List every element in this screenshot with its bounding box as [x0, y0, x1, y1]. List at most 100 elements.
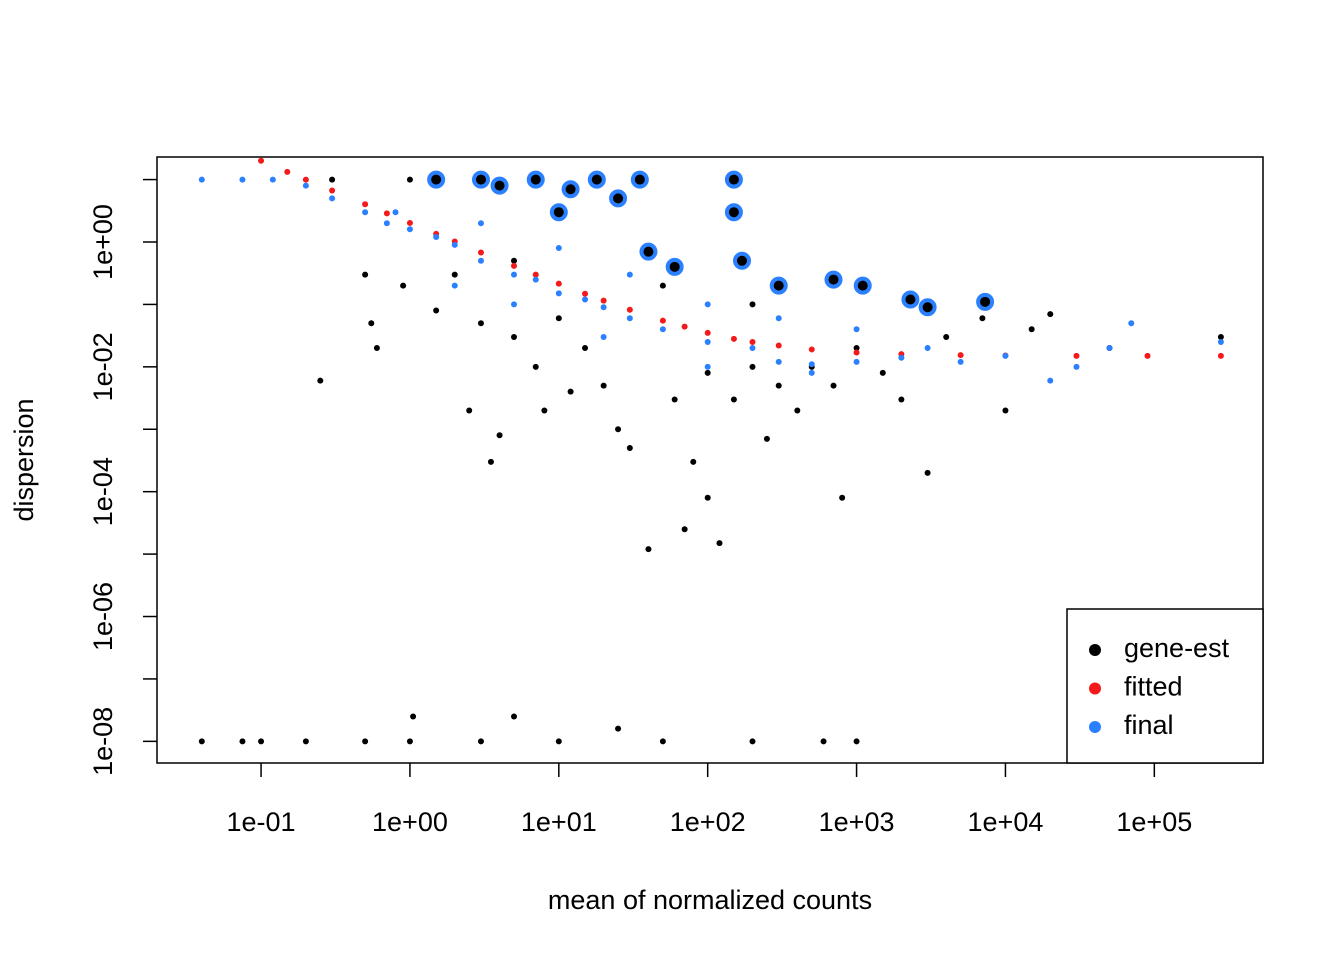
point [626, 445, 633, 452]
point [1047, 377, 1054, 384]
x-tick-label: 1e+02 [670, 807, 746, 837]
point [532, 276, 539, 283]
point [510, 271, 517, 278]
point [477, 220, 484, 227]
point [433, 307, 440, 314]
point [645, 546, 652, 553]
point [510, 301, 517, 308]
point [1047, 311, 1054, 318]
outlier-ring [918, 298, 937, 317]
point [839, 494, 846, 501]
outlier-ring [561, 180, 580, 199]
point [406, 226, 413, 233]
point [400, 282, 407, 289]
x-tick-label: 1e+01 [521, 807, 597, 837]
point [383, 220, 390, 227]
point [681, 526, 688, 533]
point [487, 458, 494, 465]
point [626, 271, 633, 278]
y-axis-label: dispersion [9, 398, 39, 521]
point [830, 382, 837, 389]
outlier-ring [853, 276, 872, 295]
point [329, 195, 336, 202]
legend-marker [1089, 721, 1101, 733]
point [808, 346, 815, 353]
point [329, 176, 336, 183]
outlier-ring [549, 203, 568, 222]
x-tick-label: 1e-01 [227, 807, 296, 837]
point [704, 369, 711, 376]
point [690, 458, 697, 465]
outlier-ring [427, 170, 446, 189]
point [600, 304, 607, 311]
point [853, 349, 860, 356]
point [383, 210, 390, 217]
point [659, 282, 666, 289]
y-tick-label: 1e+00 [88, 204, 118, 280]
point [704, 363, 711, 370]
point [853, 738, 860, 745]
point [433, 234, 440, 241]
point [239, 176, 246, 183]
point [368, 320, 375, 327]
plot-area [198, 157, 1224, 745]
point [317, 377, 324, 384]
outlier-ring [901, 290, 920, 309]
point [704, 338, 711, 345]
point [392, 209, 399, 216]
point [924, 345, 931, 352]
point [704, 301, 711, 308]
outlier-ring [639, 242, 658, 261]
point [567, 388, 574, 395]
outlier-ring [609, 189, 628, 208]
point [555, 315, 562, 322]
point [853, 345, 860, 352]
point [615, 725, 622, 732]
point [198, 738, 205, 745]
point [979, 315, 986, 322]
point [749, 345, 756, 352]
point [659, 317, 666, 324]
point [1144, 352, 1151, 359]
point [681, 323, 688, 330]
point [659, 326, 666, 333]
point [820, 738, 827, 745]
point [362, 209, 369, 216]
point [1217, 334, 1224, 341]
point [451, 241, 458, 248]
y-tick-label: 1e-08 [88, 707, 118, 776]
point [362, 738, 369, 745]
point [898, 354, 905, 361]
point [510, 262, 517, 269]
point [406, 219, 413, 226]
point [898, 396, 905, 403]
point [1128, 320, 1135, 327]
point [555, 290, 562, 297]
point [749, 738, 756, 745]
legend-label: fitted [1124, 672, 1183, 702]
point [302, 182, 309, 189]
point [775, 358, 782, 365]
outlier-ring [526, 170, 545, 189]
point [329, 187, 336, 194]
point [466, 407, 473, 414]
point [582, 290, 589, 297]
point [1106, 345, 1113, 352]
point [510, 334, 517, 341]
point [775, 342, 782, 349]
point [532, 271, 539, 278]
point [600, 334, 607, 341]
plot-frame [156, 156, 1264, 764]
y-tick-label: 1e-02 [88, 332, 118, 401]
outlier-ring [490, 176, 509, 195]
point [808, 361, 815, 368]
point [615, 426, 622, 433]
point [626, 306, 633, 313]
point [808, 369, 815, 376]
point [198, 176, 205, 183]
outlier-ring [769, 276, 788, 295]
point [258, 738, 265, 745]
point [373, 345, 380, 352]
point [451, 271, 458, 278]
point [763, 435, 770, 442]
